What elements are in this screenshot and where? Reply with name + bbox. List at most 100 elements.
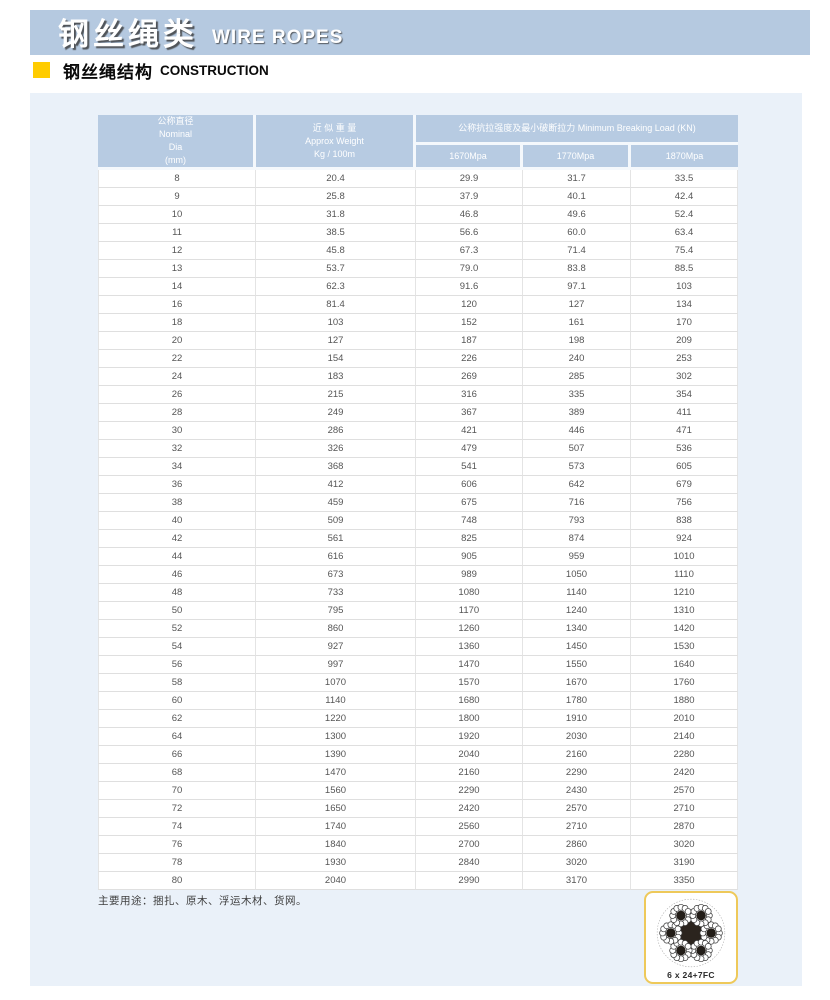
table-cell: 161 [523,314,631,333]
table-cell: 60 [98,692,256,711]
table-cell: 103 [631,278,739,297]
table-cell: 71.4 [523,242,631,261]
table-cell: 825 [416,530,523,549]
table-cell: 22 [98,350,256,369]
table-cell: 924 [631,530,739,549]
table-cell: 8 [98,170,256,189]
table-cell: 80 [98,872,256,891]
table-cell: 368 [256,458,416,477]
table-cell: 459 [256,494,416,513]
table-cell: 1760 [631,674,739,693]
table-cell: 12 [98,242,256,261]
table-row: 36 412 606 642 679 [98,476,739,495]
table-header: 公称直径 Nominal Dia (mm) 近 似 重 量 Approx Wei… [98,115,739,171]
col-header-1770mpa: 1770Mpa [523,145,631,171]
table-cell: 1920 [416,728,523,747]
table-cell: 45.8 [256,242,416,261]
col-header-nominal-dia-cn: 公称直径 [157,116,194,126]
table-cell: 541 [416,458,523,477]
table-cell: 240 [523,350,631,369]
table-row: 38 459 675 716 756 [98,494,739,513]
table-cell: 316 [416,386,523,405]
table-cell: 170 [631,314,739,333]
table-row: 72 1650 2420 2570 2710 [98,800,739,819]
table-cell: 1640 [631,656,739,675]
table-cell: 2570 [631,782,739,801]
table-cell: 471 [631,422,739,441]
table-cell: 56 [98,656,256,675]
table-cell: 354 [631,386,739,405]
table-cell: 26 [98,386,256,405]
table-cell: 54 [98,638,256,657]
table-cell: 509 [256,512,416,531]
table-cell: 2290 [523,764,631,783]
table-cell: 795 [256,602,416,621]
yellow-square-bullet-icon [33,62,50,78]
table-cell: 81.4 [256,296,416,315]
table-cell: 53.7 [256,260,416,279]
table-cell: 1880 [631,692,739,711]
table-cell: 1140 [523,584,631,603]
table-row: 24 183 269 285 302 [98,368,739,387]
table-cell: 1470 [256,764,416,783]
table-cell: 1080 [416,584,523,603]
table-cell: 68 [98,764,256,783]
table-cell: 30 [98,422,256,441]
table-row: 62 1220 1800 1910 2010 [98,710,739,729]
table-cell: 78 [98,854,256,873]
table-row: 80 2040 2990 3170 3350 [98,872,739,891]
table-cell: 3020 [631,836,739,855]
table-cell: 20 [98,332,256,351]
table-cell: 183 [256,368,416,387]
table-cell: 66 [98,746,256,765]
table-cell: 38.5 [256,224,416,243]
table-cell: 75.4 [631,242,739,261]
col-header-breaking-load-group: 公称抗拉强度及最小破断拉力 Minimum Breaking Load (KN) [416,115,739,146]
table-row: 28 249 367 389 411 [98,404,739,423]
table-row: 14 62.3 91.6 97.1 103 [98,278,739,297]
table-cell: 1650 [256,800,416,819]
table-cell: 1780 [523,692,631,711]
table-row: 74 1740 2560 2710 2870 [98,818,739,837]
table-cell: 187 [416,332,523,351]
table-cell: 1220 [256,710,416,729]
table-cell: 1530 [631,638,739,657]
table-cell: 2860 [523,836,631,855]
table-row: 46 673 989 1050 1110 [98,566,739,585]
table-cell: 2840 [416,854,523,873]
table-cell: 675 [416,494,523,513]
table-cell: 2430 [523,782,631,801]
table-cell: 2140 [631,728,739,747]
table-cell: 1340 [523,620,631,639]
main-uses-note: 主要用途：捆扎、原木、浮运木材、货网。 [98,895,307,907]
table-cell: 58 [98,674,256,693]
table-cell: 76 [98,836,256,855]
table-cell: 561 [256,530,416,549]
table-cell: 2040 [256,872,416,891]
table-cell: 2160 [523,746,631,765]
col-header-1670mpa: 1670Mpa [416,145,523,171]
table-cell: 62.3 [256,278,416,297]
table-cell: 285 [523,368,631,387]
table-cell: 673 [256,566,416,585]
table-cell: 793 [523,512,631,531]
table-cell: 1470 [416,656,523,675]
table-cell: 1450 [523,638,631,657]
col-header-nominal-dia-en1: Nominal [158,129,192,140]
table-cell: 3350 [631,872,739,891]
table-cell: 52 [98,620,256,639]
table-row: 12 45.8 67.3 71.4 75.4 [98,242,739,261]
table-cell: 1840 [256,836,416,855]
table-cell: 507 [523,440,631,459]
table-cell: 40 [98,512,256,531]
table-row: 16 81.4 120 127 134 [98,296,739,315]
table-row: 22 154 226 240 253 [98,350,739,369]
table-cell: 60.0 [523,224,631,243]
table-cell: 2700 [416,836,523,855]
table-cell: 2030 [523,728,631,747]
table-cell: 389 [523,404,631,423]
table-cell: 79.0 [416,260,523,279]
table-cell: 2710 [523,818,631,837]
col-header-approx-weight: 近 似 重 量 Approx Weight Kg / 100m [256,115,416,171]
